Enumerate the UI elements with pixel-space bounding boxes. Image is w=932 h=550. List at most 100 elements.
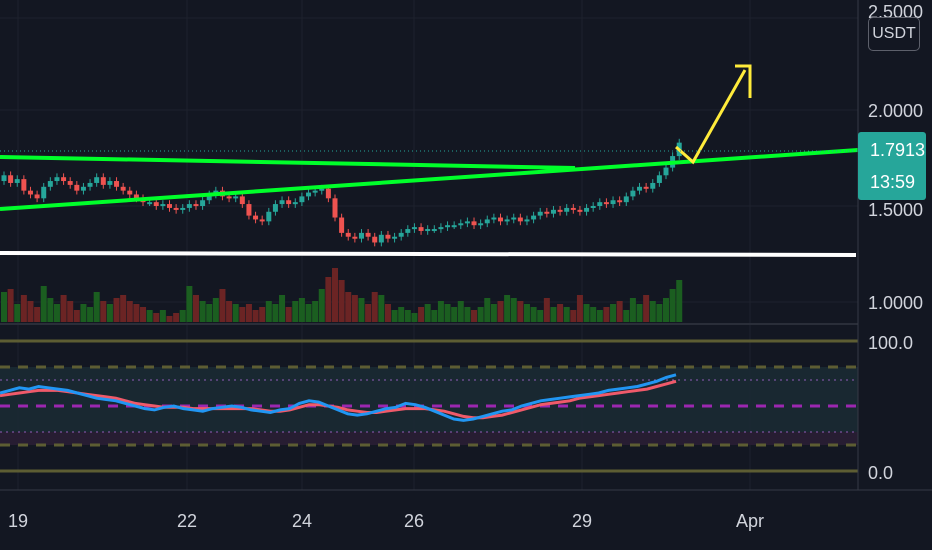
volume-bar [563, 307, 570, 322]
candle-body [392, 236, 398, 239]
candle-body [531, 215, 537, 220]
volume-bar [358, 298, 365, 322]
oscillator-tick-label: 100.0 [868, 333, 913, 353]
candle-body [253, 215, 259, 220]
candle-body [411, 227, 417, 230]
support-line[interactable] [0, 251, 857, 257]
candle-body [418, 227, 424, 231]
candle-body [352, 236, 358, 239]
candle-body [8, 175, 14, 183]
time-tick-label: 29 [572, 511, 592, 531]
volume-bar [27, 301, 34, 322]
candle-body [358, 232, 364, 239]
candle-body [637, 186, 643, 191]
volume-bar [192, 295, 199, 322]
volume-bar [14, 304, 21, 322]
volume-bar [669, 289, 676, 322]
volume-bar [140, 307, 147, 322]
volume-bar [570, 310, 577, 322]
candle-body [584, 207, 590, 212]
drawings[interactable] [0, 64, 859, 257]
k-line [0, 373, 677, 422]
volume-bar [623, 310, 630, 322]
time-axis[interactable]: 19 22 24 26 29 Apr [8, 511, 764, 531]
candlesticks [1, 138, 682, 247]
time-tick-label: Apr [736, 511, 764, 531]
candle-body [186, 204, 192, 208]
candle-body [246, 204, 252, 216]
candle-body [438, 227, 444, 230]
candle-body [378, 234, 384, 243]
volume-bar [186, 286, 193, 322]
candle-body [233, 196, 239, 199]
candle-body [54, 177, 60, 182]
volume-bar [292, 301, 299, 322]
volume-bar [173, 313, 180, 322]
volume-bar [398, 307, 405, 322]
candle-body [445, 225, 451, 228]
volume-bar [490, 304, 497, 322]
volume-bar [550, 307, 557, 322]
candle-body [319, 188, 325, 191]
candle-body [167, 204, 172, 208]
volume-bar [226, 301, 233, 322]
candle-body [114, 181, 120, 187]
candle-body [94, 177, 100, 183]
volume-bar [219, 289, 226, 322]
candle-body [464, 221, 470, 224]
candle-body [425, 229, 431, 232]
time-tick-label: 22 [177, 511, 197, 531]
volume-bar [47, 298, 54, 322]
candle-body [504, 219, 510, 222]
volume-bar [437, 301, 444, 322]
oscillator-axis[interactable]: 100.0 0.0 [868, 333, 913, 483]
projection-arrow[interactable] [675, 69, 747, 165]
volume-bar [636, 304, 643, 322]
volume-bar [40, 286, 47, 322]
volume-bar [404, 310, 411, 322]
currency-label: USDT [872, 25, 916, 42]
candle-body [147, 202, 153, 205]
volume-bar [384, 304, 391, 322]
volume-bar [345, 292, 352, 322]
candle-body [544, 211, 550, 214]
volume-bar [537, 310, 544, 322]
candle-body [107, 181, 113, 185]
candle-body [47, 181, 53, 187]
volume-bar [557, 304, 564, 322]
candle-body [160, 204, 166, 207]
last-price-tag: 1.7913 13:59 [858, 132, 926, 200]
volume-bar [457, 301, 464, 322]
upper-trendline[interactable] [0, 155, 576, 170]
candle-body [1, 175, 7, 182]
volume-bar [451, 307, 458, 322]
volume-bar [530, 307, 537, 322]
projection-arrowhead[interactable] [735, 64, 752, 98]
volume-bar [610, 304, 617, 322]
volume-bar [418, 307, 425, 322]
candle-body [41, 186, 47, 199]
volume-bar [166, 316, 173, 322]
volume-bar [629, 298, 636, 322]
volume-bar [265, 301, 272, 322]
oscillator-tick-label: 0.0 [868, 463, 893, 483]
candle-body [564, 207, 570, 212]
volume-bar [477, 307, 484, 322]
volume-bar [20, 295, 27, 322]
volume-bar [471, 310, 478, 322]
candle-body [67, 181, 73, 185]
candle-body [133, 194, 139, 199]
candle-body [279, 200, 285, 205]
volume-bar [34, 307, 41, 322]
volume-bar [305, 304, 312, 322]
currency-button[interactable]: USDT [868, 17, 920, 51]
volume-bar [159, 310, 166, 322]
volume-bar [351, 295, 358, 322]
candle-body [127, 190, 133, 195]
volume-bar [73, 310, 80, 322]
rising-trendline[interactable] [0, 148, 859, 211]
volume-bar [371, 292, 378, 322]
candle-body [206, 194, 212, 201]
candle-body [292, 202, 298, 205]
